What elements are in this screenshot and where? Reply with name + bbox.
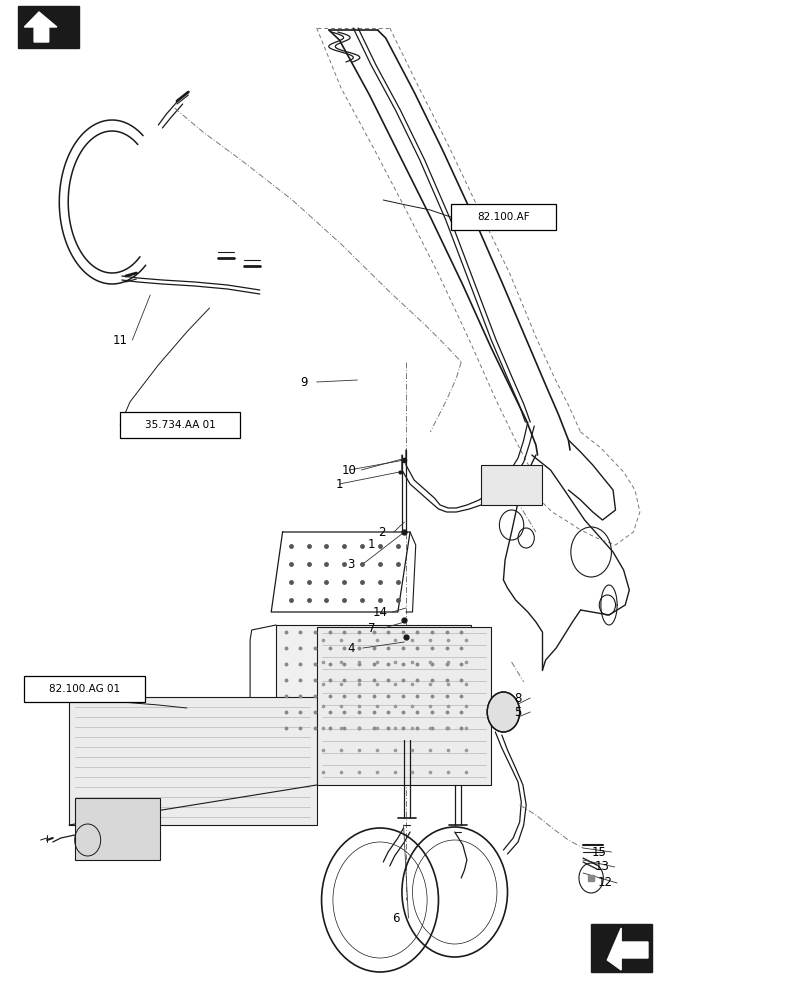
Polygon shape (24, 12, 57, 42)
Text: 12: 12 (597, 876, 611, 890)
Text: 2: 2 (377, 526, 385, 538)
Bar (24, 676, 144, 702)
Text: 15: 15 (591, 846, 606, 858)
Bar (450, 204, 556, 230)
Bar (18, 6, 79, 48)
Circle shape (487, 692, 519, 732)
Bar (480, 465, 541, 505)
Text: 3: 3 (346, 558, 354, 570)
Text: 1: 1 (367, 538, 375, 552)
Text: 4: 4 (346, 642, 354, 654)
Bar (276, 625, 470, 740)
Text: 11: 11 (113, 334, 127, 347)
Bar (120, 412, 240, 438)
Text: 9: 9 (300, 375, 308, 388)
Text: 10: 10 (341, 464, 356, 477)
Bar (69, 697, 316, 825)
Bar (316, 627, 491, 785)
Bar (75, 798, 160, 860)
Text: 13: 13 (594, 860, 609, 874)
Text: 82.100.AF: 82.100.AF (477, 212, 529, 222)
Bar (590, 924, 651, 972)
Text: 1: 1 (335, 478, 343, 490)
Text: 6: 6 (392, 912, 400, 924)
Text: 82.100.AG 01: 82.100.AG 01 (49, 684, 120, 694)
Text: 8: 8 (513, 692, 521, 704)
Text: 7: 7 (367, 621, 375, 635)
Polygon shape (607, 928, 647, 970)
Text: 5: 5 (513, 706, 521, 718)
Text: 35.734.AA 01: 35.734.AA 01 (144, 420, 216, 430)
Text: 14: 14 (372, 605, 387, 618)
